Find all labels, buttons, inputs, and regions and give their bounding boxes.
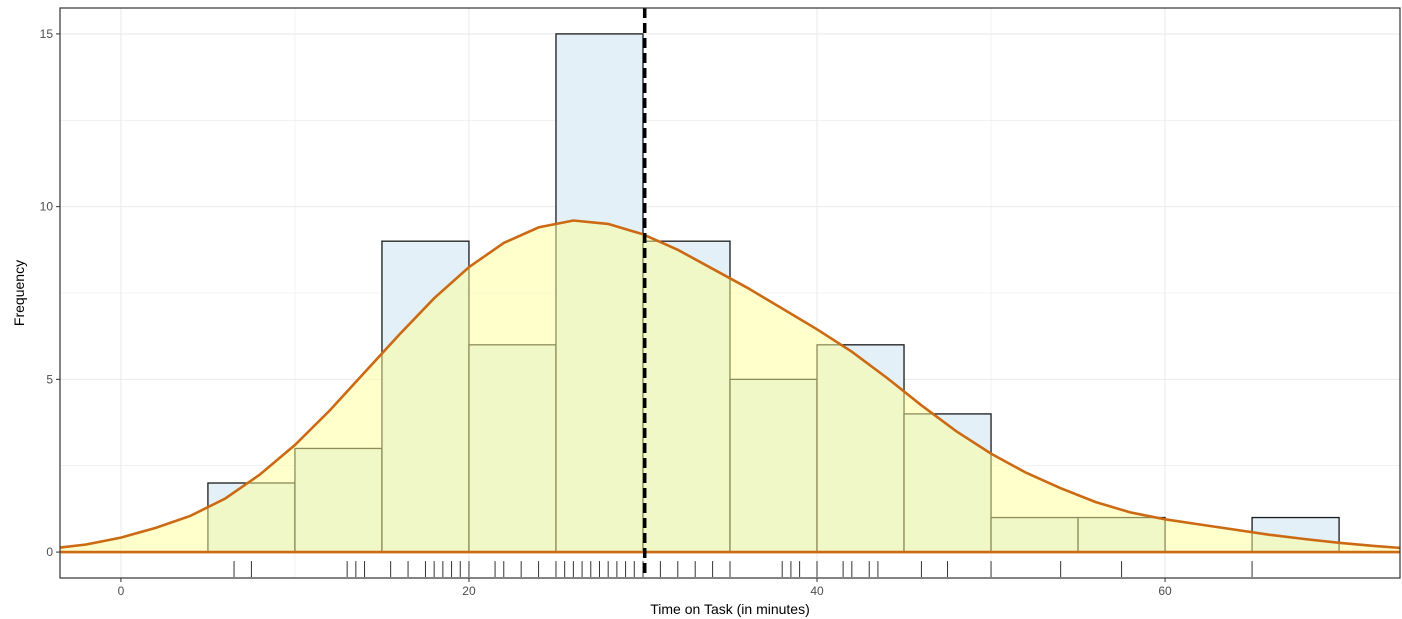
density-curve-group	[59, 219, 1401, 554]
x-tick-label: 20	[462, 584, 476, 598]
rug-marks	[233, 561, 1253, 577]
density-area	[60, 220, 1400, 553]
x-tick-label: 60	[1158, 584, 1172, 598]
y-axis-title: Frequency	[11, 260, 27, 326]
y-tick-label: 0	[46, 545, 53, 559]
y-tick-label: 5	[46, 372, 53, 386]
y-tick-label: 10	[40, 200, 54, 214]
panel-border	[59, 7, 1401, 579]
density-curve	[59, 219, 1401, 550]
x-tick-label: 40	[810, 584, 824, 598]
y-axis-ticks: 0 5 10 15	[40, 27, 60, 559]
x-axis-ticks: 0 20 40 60	[118, 578, 1172, 598]
y-tick-label: 15	[40, 27, 54, 41]
x-axis-title: Time on Task (in minutes)	[650, 601, 810, 617]
x-tick-label: 0	[118, 584, 125, 598]
